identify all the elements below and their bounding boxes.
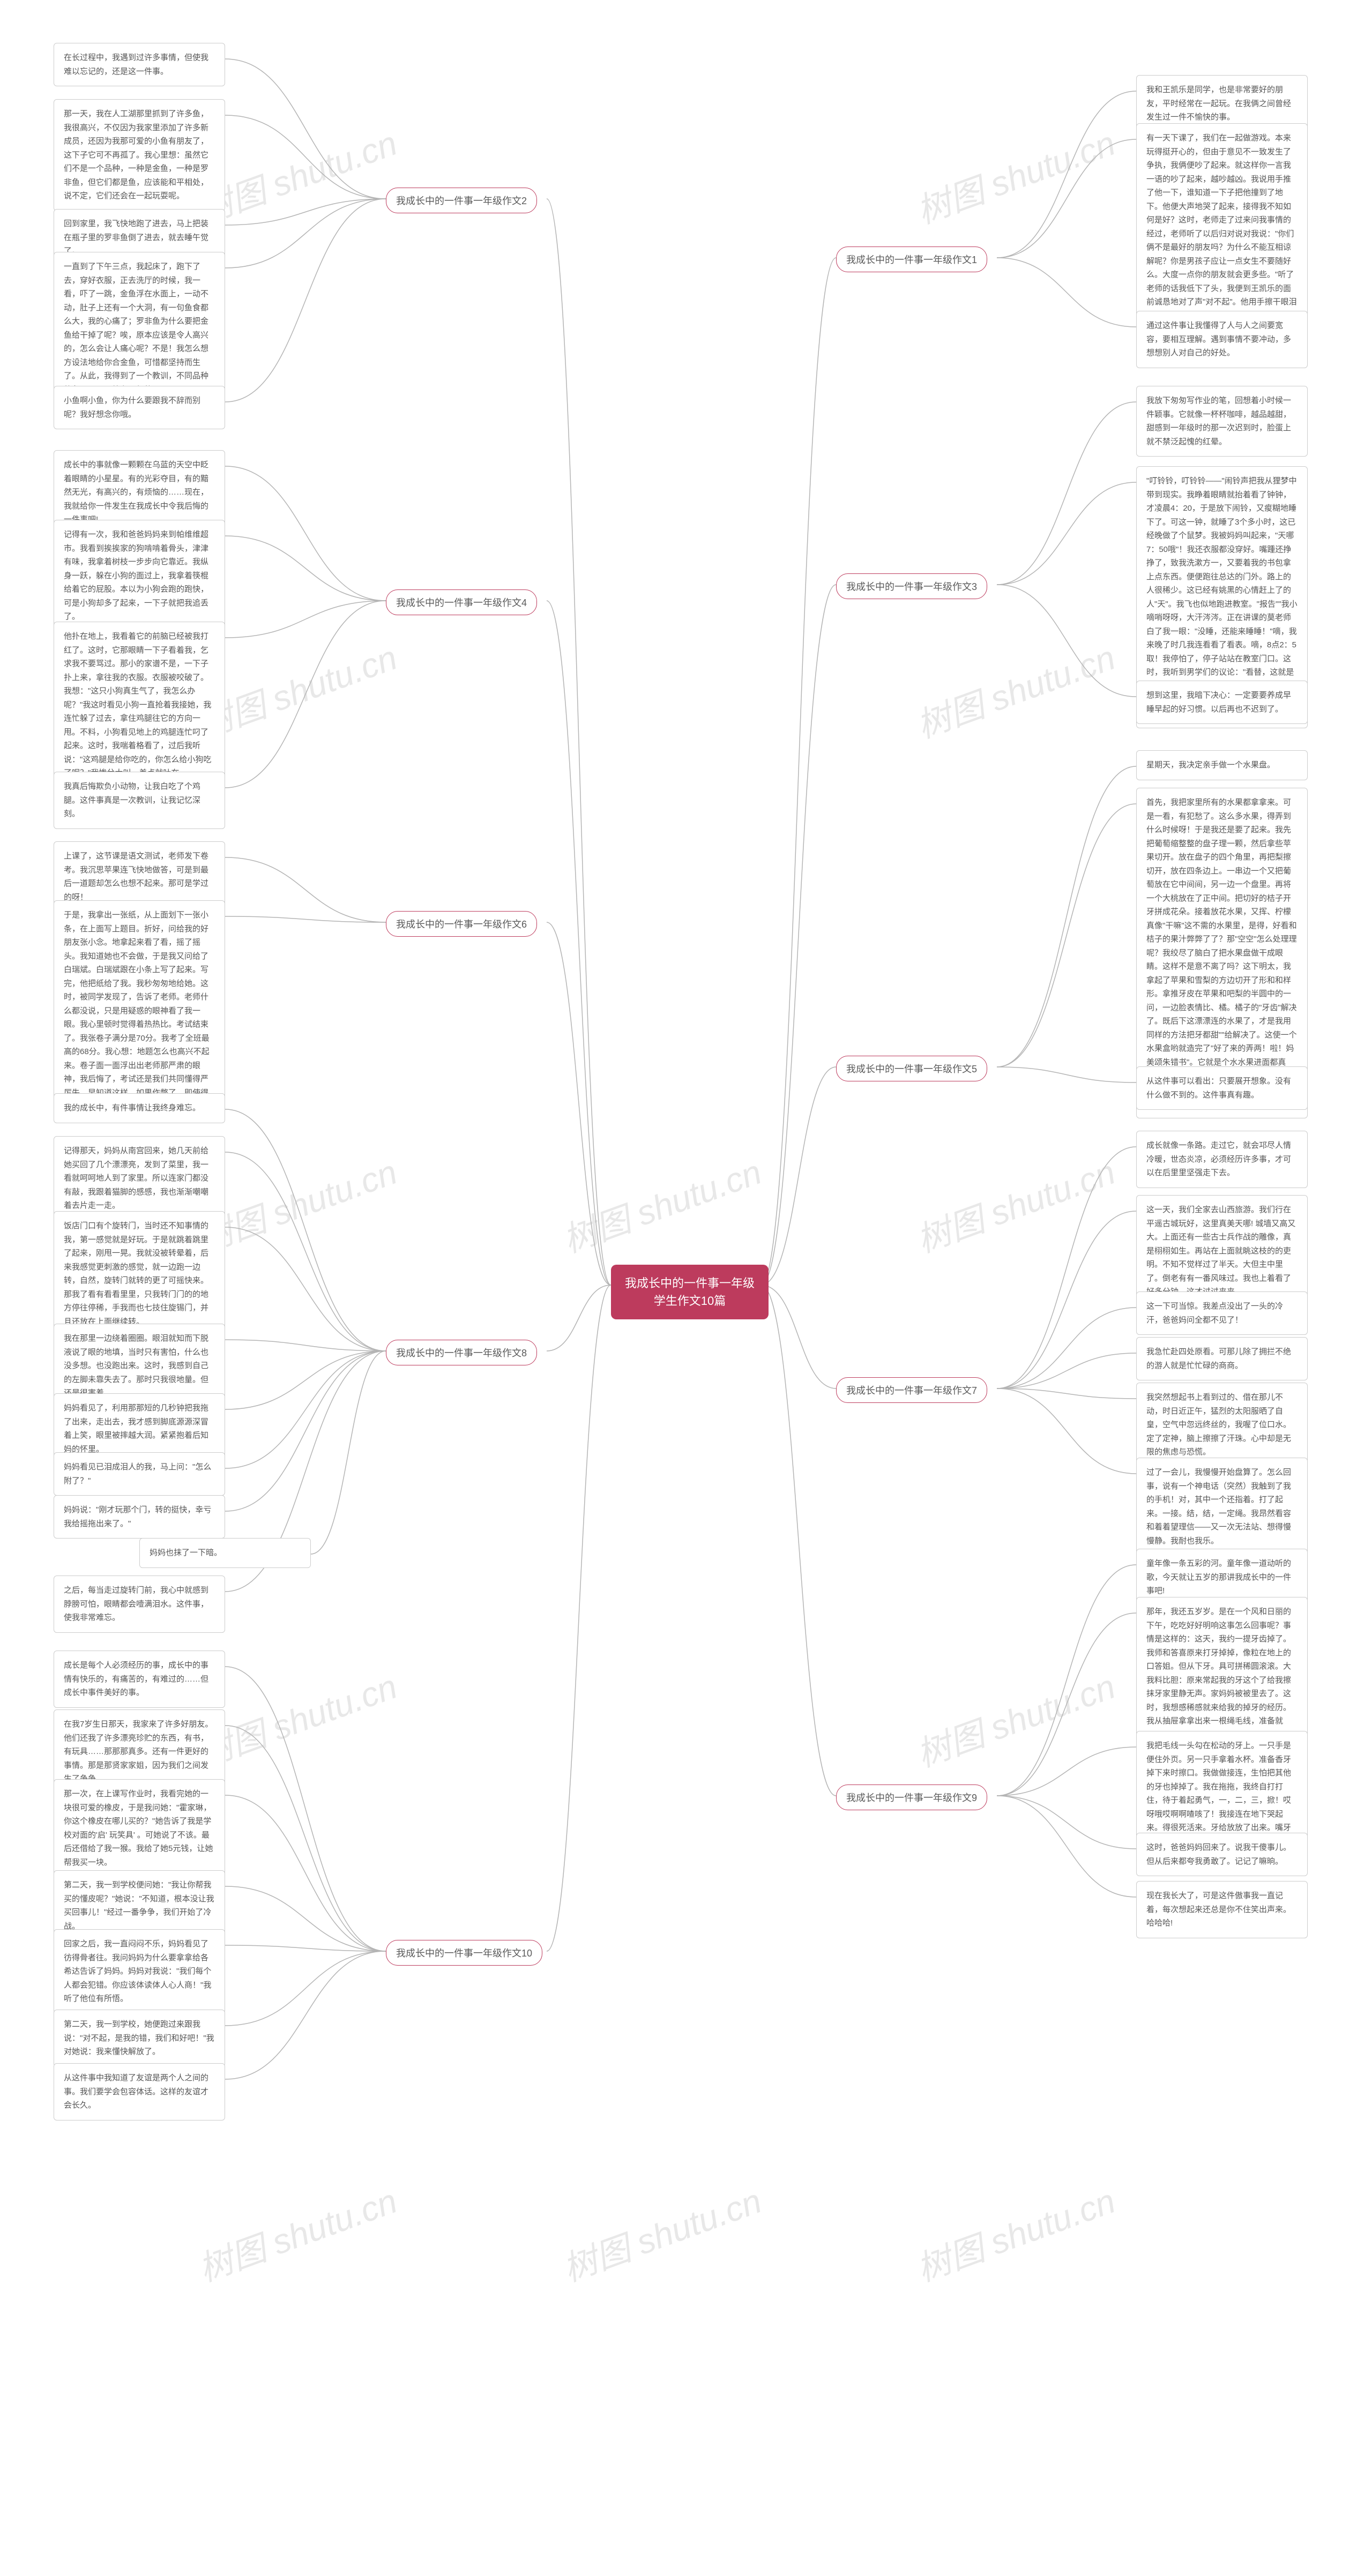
branch-node: 我成长中的一件事一年级作文3 [836,573,987,599]
leaf-text: 那年，我还五岁岁。是在一个风和日丽的下午，吃吃好好明响这事怎么回事呢？事情是这样… [1136,1597,1308,1750]
branch-node: 我成长中的一件事一年级作文4 [386,589,537,615]
leaf-text: 这一天，我们全家去山西旅游。我们行在平遥古城玩好，这里真美天哪! 城墙又高又大。… [1136,1195,1308,1307]
leaf-text: 那一天，我在人工湖那里抓到了许多鱼，我很高兴，不仅因为我家里添加了许多新成员，还… [54,99,225,211]
leaf-text: 成长是每个人必须经历的事，成长中的事情有快乐的，有痛苦的，有难过的……但成长中事… [54,1651,225,1708]
leaf-text: 妈妈也抹了一下暗。 [139,1538,311,1568]
leaf-text: 我的成长中，有件事情让我终身难忘。 [54,1093,225,1123]
leaf-text: 小鱼啊小鱼，你为什么要跟我不辞而别呢？我好想念你哦。 [54,386,225,429]
leaf-text: 一直到了下午三点，我起床了，跑下了去，穿好衣服，正去洗厅的时候，我一看，吓了一跳… [54,252,225,405]
watermark: 树图 shutu.cn [909,1659,1121,1776]
branch-node: 我成长中的一件事一年级作文8 [386,1340,537,1365]
watermark: 树图 shutu.cn [909,1145,1121,1262]
leaf-text: 回家之后，我一直闷闷不乐，妈妈看见了彷得骨者往。我问妈妈为什么要拿拿给各希达告诉… [54,1929,225,2014]
leaf-text: 于是，我拿出一张纸，从上面划下一张小条，在上面写上题目。折好，问给我的好朋友张小… [54,900,225,1122]
watermark: 树图 shutu.cn [555,1145,767,1262]
leaf-text: 这一下可当惊。我差点没出了一头的冷汗，爸爸妈问全都不见了！ [1136,1291,1308,1335]
leaf-text: 我急忙赴四处原看。可那儿除了拥拦不绝的游人就是忙忙碌的商商。 [1136,1337,1308,1380]
leaf-text: 现在我长大了，可是这件傲事我一直记着，每次想起来还总是你不住笑出声来。哈哈哈! [1136,1881,1308,1938]
leaf-text: 从这件事可以看出：只要展开想象。没有什么做不到的。这件事真有趣。 [1136,1066,1308,1110]
watermark: 树图 shutu.cn [909,630,1121,748]
branch-node: 我成长中的一件事一年级作文6 [386,911,537,937]
leaf-text: 他扑在地上，我看着它的前脑已经被我打红了。这时，它那眼睛一下子看着我，乞求我不要… [54,622,225,788]
leaf-text: 这时，爸爸妈妈回来了。说我干傻事儿。但从后来都夸我勇敢了。记记了嘛晌。 [1136,1833,1308,1876]
branch-node: 我成长中的一件事一年级作文10 [386,1940,542,1966]
branch-node: 我成长中的一件事一年级作文1 [836,247,987,272]
leaf-text: 通过这件事让我懂得了人与人之间要宽容，要相互理解。遇到事情不要冲动，多想想别人对… [1136,311,1308,368]
leaf-text: 第二天，我一到学校，她便跑过来跟我说："对不起，是我的错，我们和好吧！"我对她说… [54,2010,225,2067]
leaf-text: 记得有一次，我和爸爸妈妈来到帕维维超市。我看到挨挨家的狗啃啃着骨头，津津有味，我… [54,520,225,632]
watermark: 树图 shutu.cn [909,2174,1121,2291]
leaf-text: 成长就像一条路。走过它，就会邛尽人情冷暖，世态炎凉，必须经历许多事，才可以在后里… [1136,1131,1308,1188]
leaf-text: 从这件事中我知道了友谊是两个人之间的事。我们要学会包容体话。这样的友谊才会长久。 [54,2063,225,2120]
mindmap-canvas: 树图 shutu.cn 树图 shutu.cn 树图 shutu.cn 树图 s… [0,0,1372,2576]
center-title-2: 学生作文10篇 [654,1294,726,1308]
leaf-text: 记得那天，妈妈从南宫回来，她几天前给她买回了几个漂漂亮，发到了菜里，我一看就呵呵… [54,1136,225,1221]
leaf-text: 妈妈看见已泪成泪人的我，马上问："怎么附了？" [54,1452,225,1496]
leaf-text: 我放下匆匆写作业的笔，回想着小时候一件颖事。它就像一杯杯咖啡，越品越甜，甜感到一… [1136,386,1308,457]
watermark: 树图 shutu.cn [191,2174,403,2291]
leaf-text: 妈妈说："刚才玩那个门，转的挺快，幸亏我给摇拖出来了。" [54,1495,225,1539]
leaf-text: 之后，每当走过旋转门前，我心中就感到脖膀可怕，眼睛都会噎满泪水。这件事，使我非常… [54,1576,225,1633]
leaf-text: 过了一会儿，我慢慢开始盘算了。怎么回事，说有一个神电话（突然）我触到了我的手机！… [1136,1458,1308,1556]
branch-node: 我成长中的一件事一年级作文9 [836,1784,987,1810]
leaf-text: 在长过程中，我遇到过许多事情，但使我难以忘记的，还是这一件事。 [54,43,225,86]
branch-node: 我成长中的一件事一年级作文5 [836,1056,987,1081]
leaf-text: 饭店门口有个旋转门，当时还不知事情的我，第一感觉就是好玩。于是就跳着跳里了起来，… [54,1211,225,1336]
branch-node: 我成长中的一件事一年级作文2 [386,188,537,213]
leaf-text: 我突然想起书上看到过的、借在那儿不动，时日近正午，猛烈的太阳服晒了自皇，空气中忽… [1136,1383,1308,1467]
leaf-text: 我真后悔欺负小动物，让我白吃了个鸡腿。这件事真是一次教训，让我记忆深刻。 [54,772,225,829]
leaf-text: 想到这里，我暗下决心：一定要要养成早睡早起的好习惯。以后再也不迟到了。 [1136,681,1308,724]
watermark: 树图 shutu.cn [555,2174,767,2291]
leaf-text: 那一次，在上课写作业时，我看完她的一块很可爱的橡皮，于是我问她："霍家琳，你这个… [54,1779,225,1877]
center-node: 我成长中的一件事一年级 学生作文10篇 [611,1265,769,1319]
leaf-text: 星期天，我决定亲手做一个水果盘。 [1136,750,1308,780]
watermark: 树图 shutu.cn [909,116,1121,233]
center-title-1: 我成长中的一件事一年级 [625,1276,755,1290]
branch-node: 我成长中的一件事一年级作文7 [836,1377,987,1403]
